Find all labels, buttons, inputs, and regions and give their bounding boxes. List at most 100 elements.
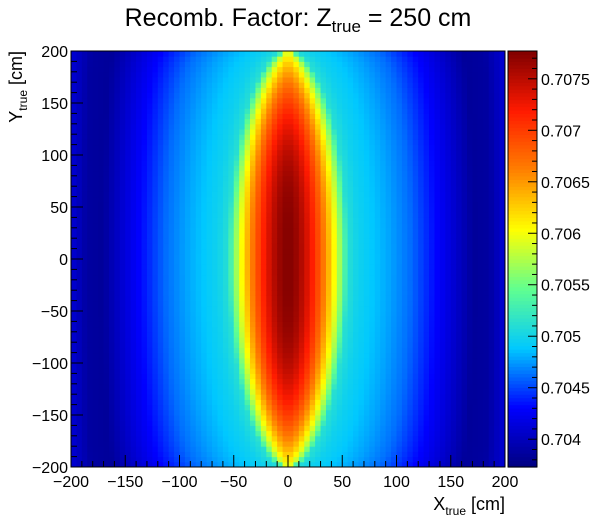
heatmap-cell (228, 196, 235, 203)
heatmap-cell (217, 201, 224, 208)
heatmap-cell (342, 123, 349, 130)
heatmap-cell (363, 285, 370, 291)
heatmap-cell (347, 441, 354, 447)
heatmap-cell (250, 207, 256, 213)
heatmap-cell (152, 451, 159, 458)
heatmap-cell (125, 66, 132, 73)
heatmap-cell (277, 331, 284, 338)
heatmap-cell (87, 103, 94, 109)
heatmap-cell (369, 92, 376, 99)
heatmap-cell (282, 425, 289, 432)
heatmap-cell (174, 56, 180, 62)
heatmap-cell (380, 404, 387, 411)
heatmap-cell (396, 264, 403, 270)
heatmap-cell (255, 420, 262, 426)
heatmap-cell (260, 160, 267, 166)
heatmap-cell (358, 82, 365, 88)
heatmap-cell (250, 404, 256, 411)
heatmap-cell (315, 191, 322, 198)
heatmap-cell (222, 264, 229, 270)
heatmap-cell (401, 108, 408, 114)
heatmap-cell (76, 378, 83, 385)
heatmap-cell (152, 160, 159, 166)
heatmap-cell (190, 207, 197, 213)
heatmap-cell (363, 186, 370, 192)
heatmap-cell (271, 295, 278, 302)
heatmap-cell (157, 404, 164, 411)
heatmap-cell (320, 97, 327, 104)
heatmap-cell (141, 103, 148, 109)
heatmap-cell (92, 420, 99, 426)
heatmap-cell (353, 274, 360, 281)
heatmap-cell (184, 222, 191, 229)
heatmap-cell (130, 316, 137, 322)
heatmap-cell (179, 238, 186, 244)
heatmap-cell (336, 108, 343, 114)
heatmap-cell (277, 71, 284, 78)
heatmap-cell (309, 155, 316, 161)
heatmap-cell (108, 441, 115, 447)
heatmap-cell (347, 186, 354, 192)
heatmap-cell (179, 123, 186, 130)
heatmap-cell (298, 238, 305, 244)
heatmap-cell (130, 352, 137, 359)
heatmap-cell (157, 326, 164, 333)
heatmap-cell (353, 217, 360, 224)
heatmap-cell (369, 123, 376, 130)
heatmap-cell (358, 352, 365, 359)
heatmap-cell (217, 82, 224, 88)
heatmap-cell (260, 82, 267, 88)
heatmap-cell (152, 191, 159, 198)
heatmap-cell (277, 175, 284, 182)
heatmap-cell (304, 378, 311, 385)
heatmap-cell (152, 175, 159, 182)
heatmap-cell (407, 321, 414, 328)
heatmap-cell (103, 404, 110, 411)
heatmap-cell (271, 311, 278, 317)
heatmap-cell (228, 305, 235, 312)
heatmap-cell (81, 196, 88, 203)
heatmap-cell (130, 279, 137, 286)
heatmap-cell (217, 300, 224, 307)
heatmap-cell (152, 165, 159, 172)
heatmap-cell (271, 87, 278, 94)
heatmap-cell (228, 113, 235, 120)
heatmap-cell (179, 290, 186, 296)
heatmap-cell (255, 129, 262, 135)
heatmap-cell (288, 430, 294, 437)
heatmap-cell (363, 441, 370, 447)
heatmap-cell (217, 347, 224, 354)
heatmap-cell (401, 305, 408, 312)
heatmap-cell (331, 331, 338, 338)
heatmap-cell (260, 129, 267, 135)
heatmap-cell (108, 56, 115, 62)
heatmap-cell (201, 155, 208, 161)
heatmap-cell (98, 316, 105, 322)
heatmap-cell (222, 181, 229, 187)
heatmap-cell (228, 363, 235, 369)
heatmap-cell (304, 337, 311, 343)
heatmap-cell (179, 337, 186, 343)
heatmap-cell (255, 409, 262, 416)
heatmap-cell (119, 248, 126, 255)
heatmap-cell (385, 409, 392, 416)
heatmap-cell (141, 342, 148, 348)
heatmap-cell (103, 269, 110, 276)
heatmap-cell (98, 191, 105, 198)
heatmap-cell (103, 196, 110, 203)
heatmap-cell (363, 383, 370, 390)
heatmap-cell (282, 207, 289, 213)
heatmap-cell (163, 233, 170, 239)
heatmap-cell (239, 201, 246, 208)
heatmap-cell (103, 259, 110, 265)
heatmap-cell (385, 404, 392, 411)
heatmap-cell (157, 378, 164, 385)
heatmap-cell (76, 227, 83, 234)
heatmap-cell (114, 227, 121, 234)
heatmap-cell (342, 352, 349, 359)
heatmap-cell (125, 103, 132, 109)
heatmap-cell (125, 399, 132, 406)
heatmap-cell (385, 446, 392, 452)
heatmap-cell (320, 217, 327, 224)
heatmap-cell (212, 435, 218, 442)
